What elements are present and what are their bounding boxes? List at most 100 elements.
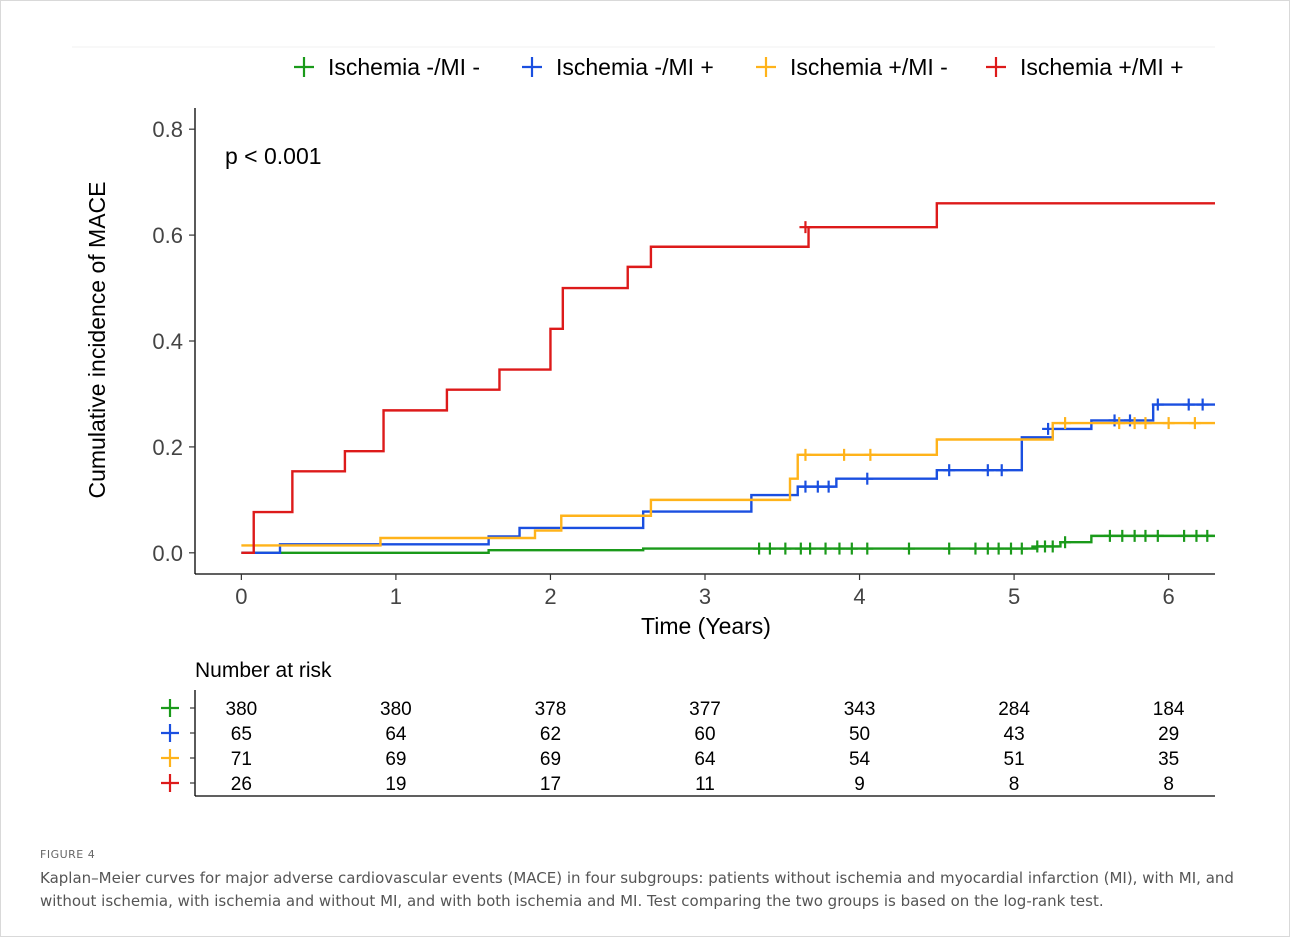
censor-mark — [1196, 398, 1209, 411]
legend-label-3: Ischemia +/MI - — [790, 54, 948, 80]
censor-mark — [1201, 529, 1214, 542]
censor-mark — [992, 542, 1005, 555]
legend-label-4: Ischemia +/MI + — [1020, 54, 1184, 80]
y-tick-label: 0.8 — [152, 117, 183, 142]
risk-cell: 35 — [1158, 749, 1179, 770]
risk-cell: 8 — [1163, 774, 1174, 795]
censor-mark — [1005, 542, 1017, 555]
risk-row-key-3 — [161, 749, 179, 767]
censor-mark — [1151, 529, 1164, 542]
risk-cell: 343 — [844, 699, 876, 720]
risk-cell: 284 — [998, 699, 1030, 720]
risk-cell: 65 — [231, 724, 252, 745]
risk-table: 380 380 378 377 343 284 184 65 64 62 60 50 43 29 71 69 6… — [161, 690, 1215, 797]
censor-mark — [1059, 536, 1072, 549]
series-line-2 — [241, 403, 1215, 555]
censor-mark — [779, 542, 792, 555]
risk-cell: 378 — [535, 699, 567, 720]
y-axis-label: Cumulative incidence of MACE — [84, 181, 110, 498]
censor-mark — [943, 542, 956, 555]
legend-key-3 — [756, 57, 776, 77]
x-tick-label: 6 — [1163, 584, 1175, 609]
figure-caption: FIGURE 4 Kaplan–Meier curves for major a… — [40, 848, 1255, 913]
legend-key-1 — [294, 57, 314, 77]
censor-mark — [1128, 529, 1141, 542]
y-tick-label: 0.2 — [152, 435, 183, 460]
censor-mark — [799, 480, 812, 493]
x-axis-label: Time (Years) — [641, 613, 771, 639]
risk-cell: 54 — [849, 749, 871, 770]
figure-label: FIGURE 4 — [40, 848, 96, 861]
risk-cell: 9 — [854, 774, 865, 795]
axes: 0.0 0.2 0.4 0.6 0.8 0 1 2 3 4 5 6 — [152, 108, 1215, 609]
risk-row-key-1 — [161, 699, 179, 717]
caption-text: Kaplan–Meier curves for major adverse ca… — [40, 869, 1234, 910]
censor-mark — [1139, 417, 1152, 430]
x-tick-label: 1 — [390, 584, 402, 609]
censor-mark — [1113, 417, 1126, 430]
censor-mark — [995, 464, 1008, 477]
legend-key-2 — [522, 57, 542, 77]
y-tick-label: 0.0 — [152, 541, 183, 566]
risk-table-title: Number at risk — [195, 659, 332, 682]
censor-mark — [1015, 542, 1028, 555]
risk-cell: 380 — [380, 699, 412, 720]
risk-row-key-2 — [161, 724, 179, 742]
risk-cell: 71 — [231, 749, 252, 770]
censor-mark — [864, 448, 877, 461]
censor-mark — [1046, 540, 1059, 553]
risk-cell: 60 — [694, 724, 715, 745]
censor-mark — [753, 542, 766, 555]
risk-cell: 380 — [226, 699, 258, 720]
risk-cell: 26 — [231, 774, 252, 795]
risk-cell: 64 — [385, 724, 407, 745]
censor-mark — [811, 480, 824, 493]
censor-mark — [819, 542, 832, 555]
censor-mark — [943, 464, 956, 477]
censor-mark — [981, 542, 994, 555]
curves — [241, 202, 1215, 555]
censor-mark — [822, 480, 835, 493]
series-line-3 — [241, 421, 1215, 547]
censor-mark — [1128, 417, 1141, 430]
risk-cell: 19 — [385, 774, 406, 795]
legend-label-1: Ischemia -/MI - — [328, 54, 480, 80]
y-tick-label: 0.4 — [152, 329, 183, 354]
risk-cell: 29 — [1158, 724, 1179, 745]
risk-cell: 64 — [694, 749, 716, 770]
risk-cell: 62 — [540, 724, 561, 745]
censor-mark — [845, 542, 858, 555]
risk-cell: 69 — [385, 749, 406, 770]
censor-mark — [861, 542, 874, 555]
censor-mark — [903, 542, 915, 555]
censor-mark — [799, 448, 812, 461]
y-tick-label: 0.6 — [152, 223, 183, 248]
x-tick-label: 0 — [235, 584, 247, 609]
censor-mark — [1059, 417, 1072, 430]
legend: Ischemia -/MI - Ischemia -/MI + Ischemia +… — [294, 54, 1184, 80]
x-tick-label: 2 — [544, 584, 556, 609]
censor-mark — [1190, 529, 1203, 542]
censor-mark — [861, 472, 874, 485]
risk-cell: 43 — [1004, 724, 1025, 745]
km-chart: Ischemia -/MI - Ischemia -/MI + Ischemia +… — [72, 46, 1215, 797]
risk-cell: 377 — [689, 699, 721, 720]
censor-mark — [1151, 398, 1164, 411]
risk-cell: 184 — [1153, 699, 1185, 720]
censor-mark — [1139, 529, 1152, 542]
risk-row-key-4 — [161, 774, 179, 792]
censor-mark — [1116, 529, 1129, 542]
censor-mark — [981, 464, 994, 477]
censor-mark — [1188, 417, 1201, 430]
censor-mark — [1162, 417, 1175, 430]
p-value-annotation: p < 0.001 — [225, 143, 322, 169]
risk-cell: 50 — [849, 724, 870, 745]
series-line-4 — [241, 202, 1215, 555]
risk-cell: 17 — [540, 774, 561, 795]
censor-mark — [804, 542, 817, 555]
x-tick-label: 3 — [699, 584, 711, 609]
legend-key-4 — [986, 57, 1006, 77]
censor-mark — [1178, 529, 1191, 542]
risk-cell: 8 — [1009, 774, 1020, 795]
